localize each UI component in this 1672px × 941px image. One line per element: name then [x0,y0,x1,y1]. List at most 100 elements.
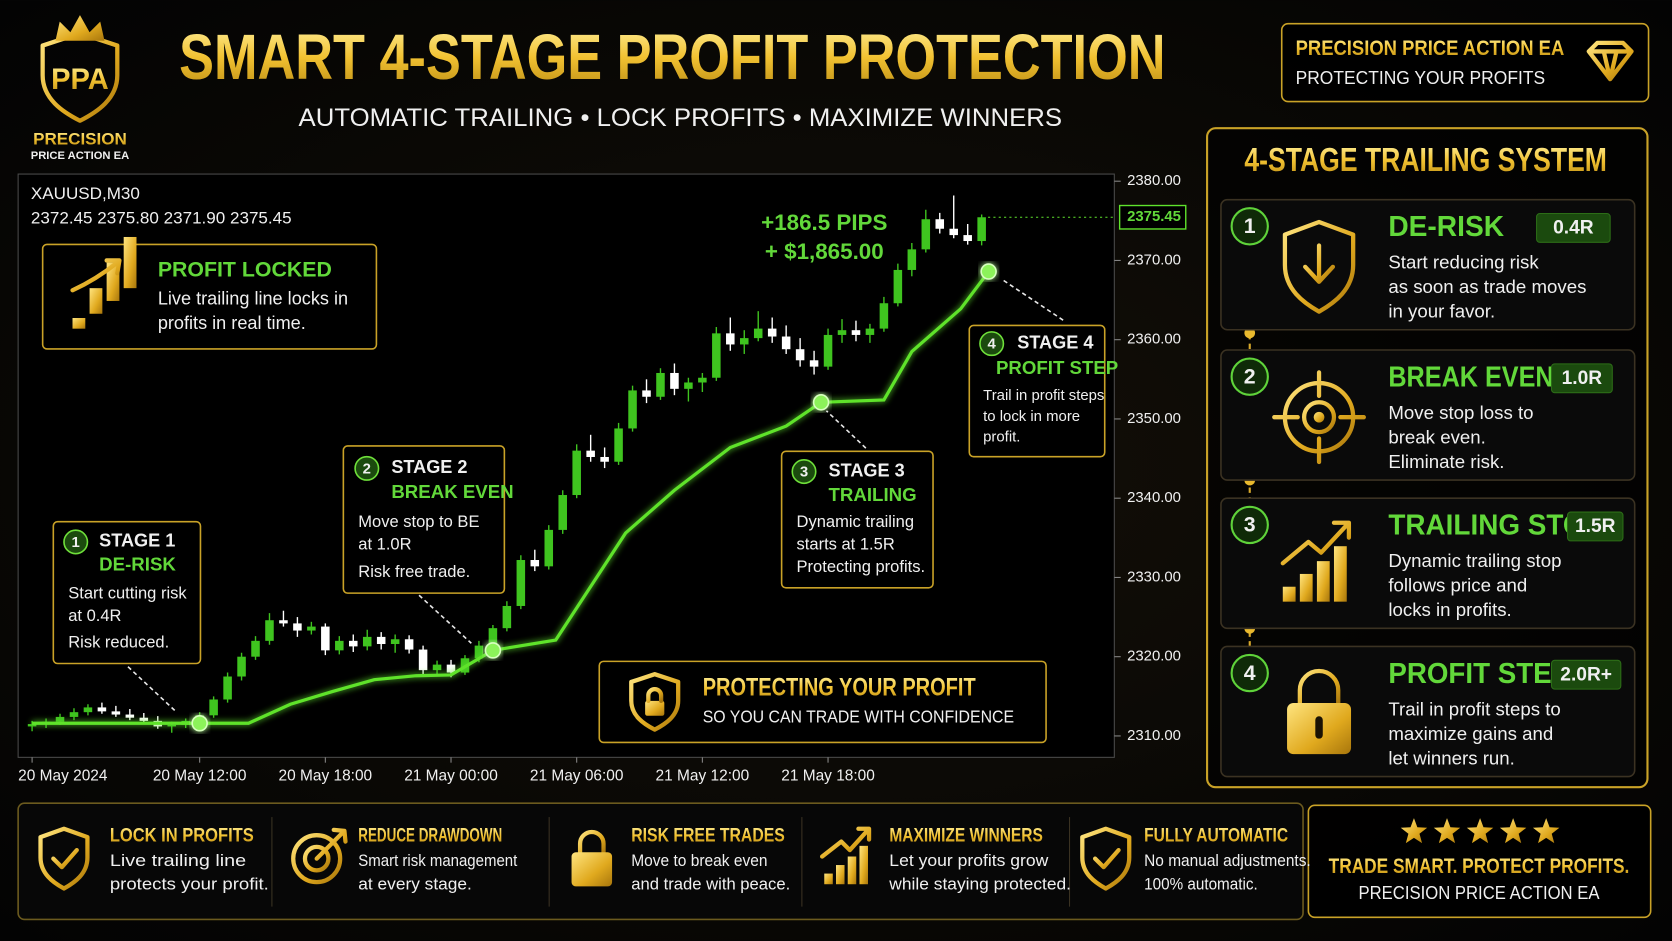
y-tick-label: 2340.00 [1127,489,1181,506]
candle-body [795,349,805,361]
side-item-title: BREAK EVEN [1388,361,1553,393]
stage-text: Trail in profit steps [983,387,1104,404]
stage-text: starts at 1.5R [797,535,895,554]
chart-ohlc: 2372.45 2375.80 2371.90 2375.45 [31,208,292,227]
feature-title: RISK FREE TRADES [631,824,785,846]
candle-body [837,330,847,335]
star [1400,818,1428,844]
icon-shield [1282,219,1356,314]
candle-body [530,560,540,567]
stage-text: Protecting profits. [797,557,926,576]
icon-bar [847,856,857,885]
candle-body [600,456,609,462]
icon-lock-shackle [1297,668,1341,708]
profit-amount: + $1,865.00 [765,239,884,264]
x-tick-label: 21 May 18:00 [781,768,875,785]
side-item-title: DE-RISK [1388,211,1504,243]
badge-title: PRECISION PRICE ACTION EA [1296,36,1565,60]
stage-box [968,324,1106,458]
candle-body [335,640,344,651]
stage-label: STAGE 4 [1017,332,1093,352]
candle-body [404,639,414,650]
side-number-badge [1230,357,1269,396]
y-tick-label: 2380.00 [1127,172,1181,189]
icon-bar [1299,573,1313,602]
feature-text: Let your profits grow [889,851,1048,870]
feature-title: FULLY AUTOMATIC [1144,824,1288,846]
candle-body [27,724,37,727]
side-number: 3 [1244,513,1256,537]
page-subtitle: AUTOMATIC TRAILING • LOCK PROFITS • MAXI… [299,105,1062,132]
feature-text: 100% automatic. [1144,875,1258,894]
feature-text: protects your profit. [110,875,269,894]
candle-body [83,707,93,713]
protect-subtitle: SO YOU CAN TRADE WITH CONFIDENCE [703,707,1014,727]
footer-tagline: TRADE SMART. PROTECT PROFITS. [1329,854,1630,878]
level-label: 1.5R [1575,516,1616,537]
candle-body [907,249,917,270]
stage-text: profit. [983,428,1020,445]
candle-body [656,372,665,397]
candle-body [823,334,833,367]
icon-arrow [70,258,122,293]
side-card [1220,198,1636,331]
x-tick-label: 20 May 12:00 [153,768,247,785]
y-tick-label: 2310.00 [1127,727,1181,744]
feature-text: No manual adjustments. [1144,851,1311,870]
side-item-text: locks in profits. [1388,599,1511,620]
star [1466,818,1494,844]
side-item-text: as soon as trade moves [1388,276,1586,297]
candle-body [293,623,302,631]
stage-text: at 1.0R [358,535,411,554]
icon-bar [859,845,868,885]
callout-text: profits in real time. [158,313,306,333]
candle-body [753,328,763,339]
candle-body [390,639,400,645]
stage-name: DE-RISK [99,553,176,574]
candle-body [209,699,218,716]
logo-name: PRECISION [33,129,127,148]
stage-text: Risk free trade. [358,562,470,581]
y-tick-label: 2320.00 [1127,648,1181,665]
candle-body [712,333,721,378]
logo-sub: PRICE ACTION EA [31,150,129,162]
level-label: 1.0R [1562,368,1603,389]
side-item-text: maximize gains and [1388,723,1553,744]
candle-body [97,707,107,712]
chart-symbol: XAUUSD,M30 [31,184,140,203]
level-badge [1566,511,1624,542]
candle-body [125,714,135,718]
candle-body [167,724,176,727]
stage-marker [484,642,502,659]
candle-body [376,636,386,645]
candle-body [349,640,358,647]
candle-body [321,626,330,651]
icon-bar [89,288,103,314]
side-number: 1 [1244,214,1256,238]
logo-mark: PPA [51,63,109,96]
star [1532,818,1560,844]
x-tick-label: 20 May 18:00 [279,768,373,785]
callout-text: Live trailing line locks in [158,289,348,309]
logo-shield [40,31,120,123]
plot-area [27,195,997,733]
candle-body [502,605,512,629]
level-badge [1536,212,1611,243]
candle-body [446,664,456,673]
candle-body [111,711,121,715]
x-tick-label: 21 May 00:00 [404,768,498,785]
candle-body [893,269,903,304]
side-item-text: follows price and [1388,575,1527,596]
candle-body [670,372,679,389]
stage-box [342,445,506,594]
candle-body [69,712,79,717]
icon-bar [1316,561,1330,602]
stage-label: STAGE 2 [391,457,467,477]
callout-pointer [127,666,178,714]
candle-body [642,390,651,397]
candle-body [935,219,945,229]
icon-dart [314,827,348,861]
side-number: 4 [1244,661,1256,685]
protect-lock-arc [646,686,664,703]
